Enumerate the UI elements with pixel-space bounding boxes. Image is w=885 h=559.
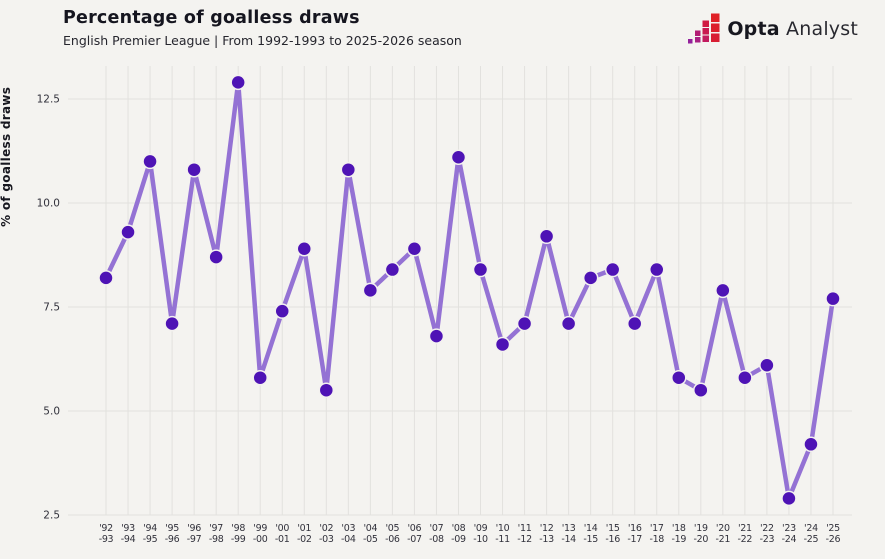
x-tick-label: '03 -04	[341, 523, 356, 545]
opta-analyst-logo: Opta Analyst	[688, 13, 858, 44]
data-point	[406, 241, 423, 257]
data-point	[274, 303, 290, 319]
x-tick-label: '94 -95	[143, 523, 158, 545]
data-point	[715, 282, 731, 299]
data-point	[340, 161, 357, 178]
x-tick-label: '18 -19	[671, 523, 686, 545]
data-point	[671, 369, 687, 386]
y-tick-label: 2.5	[43, 510, 60, 522]
data-point	[649, 261, 665, 278]
data-point	[781, 490, 797, 507]
x-tick-label: '13 -14	[561, 523, 576, 545]
x-tick-label: '17 -18	[649, 523, 664, 545]
data-point	[450, 149, 467, 165]
x-tick-label: '05 -06	[385, 523, 400, 545]
x-tick-label: '98 -99	[231, 523, 246, 545]
page-title: Percentage of goalless draws	[63, 8, 360, 28]
data-point	[208, 249, 224, 265]
x-tick-label: '22 -23	[760, 523, 775, 545]
x-tick-label: '19 -20	[693, 523, 708, 545]
x-tick-label: '93 -94	[121, 523, 136, 545]
data-point	[626, 315, 643, 332]
x-tick-label: '04 -05	[363, 523, 378, 545]
data-point	[296, 241, 313, 257]
x-tick-label: '09 -10	[473, 523, 488, 545]
x-tick-label: '11 -12	[517, 523, 532, 545]
data-point	[604, 261, 621, 278]
x-tick-label: '21 -22	[738, 523, 753, 545]
data-point	[759, 357, 775, 373]
x-tick-label: '10 -11	[495, 523, 510, 545]
data-point	[825, 290, 841, 307]
data-point	[142, 153, 158, 170]
x-tick-label: '25 -26	[826, 523, 841, 545]
data-point	[318, 382, 335, 398]
x-tick-label: '96 -97	[187, 523, 202, 545]
x-tick-label: '20 -21	[716, 523, 731, 545]
x-tick-label: '24 -25	[804, 523, 819, 545]
data-point	[472, 261, 489, 278]
data-point	[384, 261, 401, 278]
x-tick-label: '02 -03	[319, 523, 334, 545]
data-point	[98, 270, 114, 286]
data-point	[186, 161, 202, 178]
opta-cubes-icon	[688, 13, 720, 44]
x-tick-label: '07 -08	[429, 523, 444, 545]
trend-line	[103, 80, 836, 501]
data-point	[582, 270, 599, 286]
x-tick-label: '99 -00	[253, 523, 268, 545]
x-tick-label: '16 -17	[627, 523, 642, 545]
data-point	[538, 228, 555, 245]
data-point	[803, 436, 819, 453]
data-point	[120, 224, 136, 240]
x-tick-label: '06 -07	[407, 523, 422, 545]
x-tick-label: '95 -96	[165, 523, 180, 545]
x-tick-label: '00 -01	[275, 523, 290, 545]
chart-header: Percentage of goalless draws English Pre…	[63, 7, 462, 48]
brand-wordmark: Opta Analyst	[727, 18, 858, 40]
x-tick-label: '23 -24	[782, 523, 797, 545]
data-point	[164, 315, 180, 332]
data-point	[428, 328, 445, 344]
x-tick-label: '12 -13	[539, 523, 554, 545]
x-tick-label: '97 -98	[209, 523, 224, 545]
y-tick-label: 7.5	[43, 302, 60, 314]
data-point	[362, 282, 379, 299]
x-tick-label: '08 -09	[451, 523, 466, 545]
y-tick-label: 10.0	[37, 198, 60, 210]
data-point	[230, 74, 246, 91]
data-point	[516, 315, 533, 332]
brand-opta: Opta	[727, 17, 780, 40]
chart-subtitle: English Premier League | From 1992-1993 …	[63, 33, 462, 48]
y-tick-label: 5.0	[43, 406, 60, 418]
y-tick-label: 12.5	[37, 94, 60, 106]
data-point	[560, 315, 577, 332]
x-tick-label: '15 -16	[605, 523, 620, 545]
x-tick-label: '14 -15	[583, 523, 598, 545]
data-point	[737, 369, 753, 386]
data-point	[693, 382, 709, 398]
x-tick-label: '01 -02	[297, 523, 312, 545]
brand-analyst: Analyst	[786, 17, 858, 40]
data-point	[252, 369, 268, 386]
data-point	[494, 336, 511, 353]
x-tick-label: '92 -93	[99, 523, 114, 545]
